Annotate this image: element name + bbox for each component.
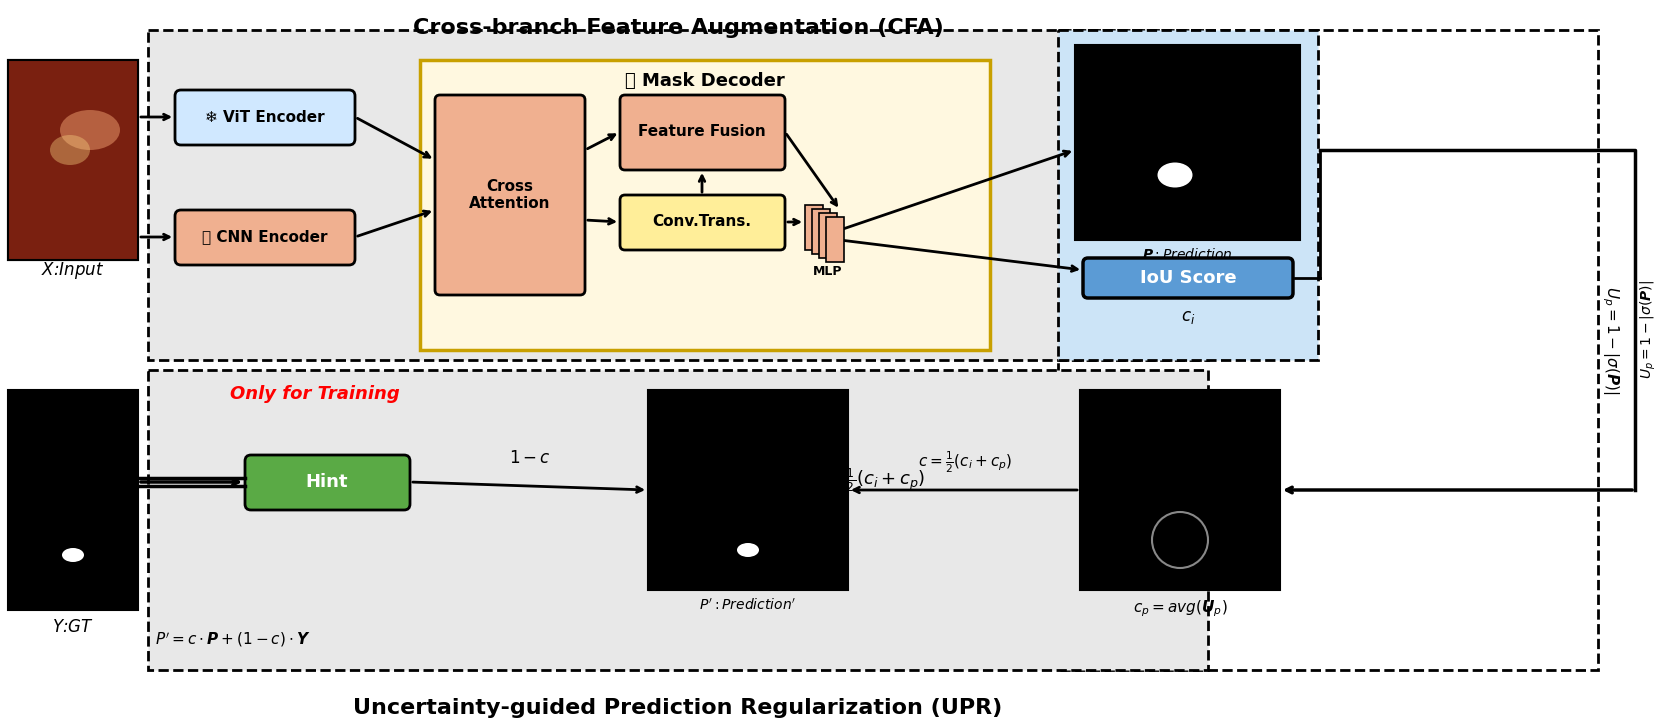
Text: $c = \frac{1}{2}(c_i+c_p)$: $c = \frac{1}{2}(c_i+c_p)$ xyxy=(919,449,1012,475)
Ellipse shape xyxy=(60,110,120,150)
Bar xyxy=(806,205,822,250)
Text: $c_i$: $c_i$ xyxy=(1181,308,1196,326)
Bar xyxy=(1058,30,1317,360)
Text: $\boldsymbol{P'} = c \cdot \boldsymbol{P} + (1-c) \cdot \boldsymbol{Y}$: $\boldsymbol{P'} = c \cdot \boldsymbol{P… xyxy=(154,630,311,648)
FancyBboxPatch shape xyxy=(435,95,585,295)
Text: $X$:$\it{Input}$: $X$:$\it{Input}$ xyxy=(42,260,105,281)
Text: $c = \frac{1}{2}(c_i + c_p)$: $c = \frac{1}{2}(c_i + c_p)$ xyxy=(814,466,925,494)
FancyBboxPatch shape xyxy=(246,455,410,510)
Ellipse shape xyxy=(1158,163,1193,188)
Text: Hint: Hint xyxy=(306,473,349,491)
Bar xyxy=(648,390,849,590)
Bar xyxy=(1075,45,1301,240)
Text: IoU Score: IoU Score xyxy=(1139,269,1236,287)
FancyBboxPatch shape xyxy=(174,210,355,265)
Text: $\boldsymbol{P'}$$: Prediction'$: $\boldsymbol{P'}$$: Prediction'$ xyxy=(699,598,797,613)
Ellipse shape xyxy=(50,135,90,165)
FancyBboxPatch shape xyxy=(174,90,355,145)
Ellipse shape xyxy=(61,548,85,562)
Text: Conv.Trans.: Conv.Trans. xyxy=(653,214,751,230)
Bar xyxy=(420,60,990,350)
Text: Cross
Attention: Cross Attention xyxy=(470,179,551,212)
Bar xyxy=(1058,30,1598,670)
Bar xyxy=(812,209,830,254)
Text: Feature Fusion: Feature Fusion xyxy=(638,124,766,140)
Text: $U_p = 1 - |\sigma(\boldsymbol{P})|$: $U_p = 1 - |\sigma(\boldsymbol{P})|$ xyxy=(1600,286,1619,394)
Bar xyxy=(148,30,1208,360)
FancyBboxPatch shape xyxy=(620,95,786,170)
Text: $Y$:$\it{GT}$: $Y$:$\it{GT}$ xyxy=(51,618,95,636)
FancyBboxPatch shape xyxy=(620,195,786,250)
Text: $c_p = avg(\boldsymbol{U}_p)$: $c_p = avg(\boldsymbol{U}_p)$ xyxy=(1133,598,1227,619)
Bar xyxy=(826,217,844,262)
Text: MLP: MLP xyxy=(814,265,842,278)
Bar xyxy=(8,390,138,610)
Text: $1-c$: $1-c$ xyxy=(508,449,551,467)
Text: Cross-branch Feature Augmentation (CFA): Cross-branch Feature Augmentation (CFA) xyxy=(412,18,943,38)
Bar xyxy=(8,60,138,260)
Text: $\boldsymbol{P}$$: Prediction$: $\boldsymbol{P}$$: Prediction$ xyxy=(1141,247,1232,262)
Bar xyxy=(1080,390,1281,590)
Bar xyxy=(8,60,138,260)
Text: 🔥 CNN Encoder: 🔥 CNN Encoder xyxy=(203,230,327,244)
Text: 🔥 Mask Decoder: 🔥 Mask Decoder xyxy=(625,72,786,90)
Ellipse shape xyxy=(737,543,759,557)
Text: $U_p=1-|\sigma(\boldsymbol{P})|$: $U_p=1-|\sigma(\boldsymbol{P})|$ xyxy=(1638,281,1658,379)
Text: Only for Training: Only for Training xyxy=(229,385,400,403)
Bar xyxy=(148,370,1208,670)
Text: Uncertainty-guided Prediction Regularization (UPR): Uncertainty-guided Prediction Regulariza… xyxy=(354,698,1003,718)
Text: ❄️ ViT Encoder: ❄️ ViT Encoder xyxy=(206,110,326,124)
FancyBboxPatch shape xyxy=(1083,258,1292,298)
Bar xyxy=(819,213,837,258)
